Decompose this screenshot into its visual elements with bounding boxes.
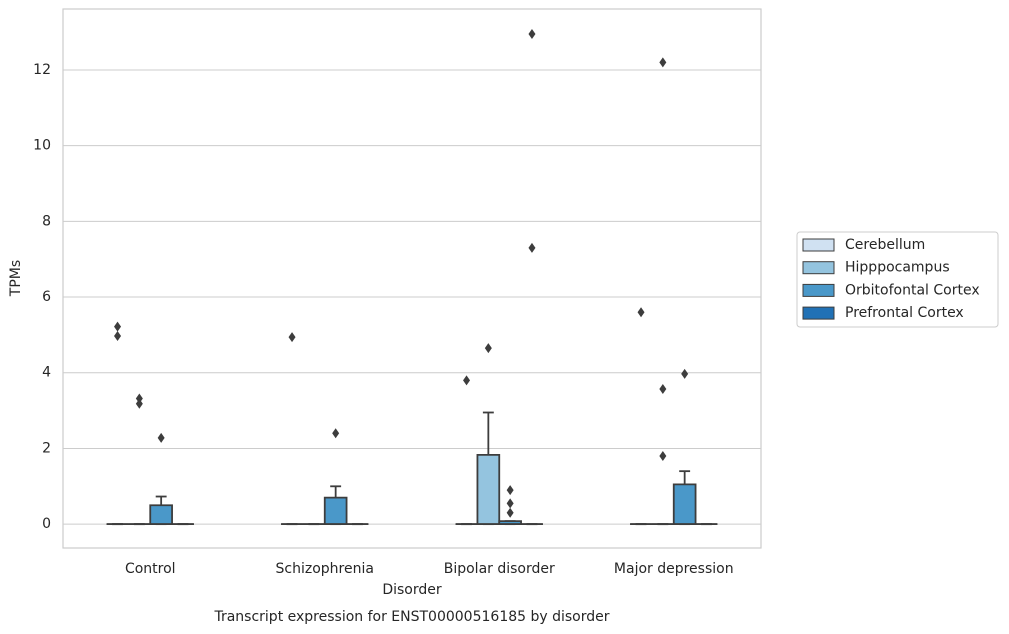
outlier bbox=[506, 507, 514, 518]
outlier bbox=[114, 321, 122, 332]
x-axis-label: Disorder bbox=[382, 582, 442, 598]
legend-swatch bbox=[802, 261, 835, 275]
y-tick-label: 10 bbox=[33, 138, 51, 154]
box bbox=[476, 453, 501, 526]
y-tick-label: 12 bbox=[33, 62, 51, 78]
x-tick-label: Control bbox=[125, 561, 176, 577]
legend-label: Prefrontal Cortex bbox=[845, 305, 964, 321]
outlier bbox=[506, 498, 514, 509]
outlier bbox=[463, 375, 471, 386]
box-group bbox=[106, 321, 129, 526]
x-tick-label: Schizophrenia bbox=[276, 561, 374, 577]
box-group bbox=[323, 428, 348, 526]
legend-swatch bbox=[802, 283, 835, 297]
box-group bbox=[149, 432, 173, 526]
box-group bbox=[630, 307, 652, 526]
box-group bbox=[521, 28, 543, 526]
legend-frame bbox=[796, 231, 999, 328]
x-tick-label: Major depression bbox=[614, 561, 734, 577]
outlier bbox=[659, 384, 667, 395]
plot-frame bbox=[62, 8, 762, 549]
outlier bbox=[659, 57, 667, 68]
box bbox=[149, 504, 173, 526]
outlier bbox=[484, 343, 492, 354]
box bbox=[323, 496, 348, 526]
legend-swatch bbox=[802, 306, 835, 320]
y-tick-label: 8 bbox=[42, 213, 51, 229]
box-group bbox=[128, 393, 151, 526]
legend-label: Cerebellum bbox=[845, 237, 925, 253]
outlier bbox=[528, 28, 536, 39]
outlier bbox=[157, 432, 165, 443]
outlier bbox=[659, 451, 667, 462]
outlier bbox=[681, 368, 689, 379]
y-tick-label: 2 bbox=[42, 440, 51, 456]
x-tick-label: Bipolar disorder bbox=[444, 561, 555, 577]
box-group bbox=[476, 343, 501, 526]
legend-swatch bbox=[802, 238, 835, 252]
outlier bbox=[135, 398, 143, 409]
box-group bbox=[498, 485, 522, 526]
box-group bbox=[651, 57, 674, 526]
y-tick-label: 4 bbox=[42, 365, 51, 381]
box bbox=[672, 483, 697, 526]
outlier bbox=[114, 331, 122, 342]
outlier bbox=[332, 428, 340, 439]
y-tick-label: 6 bbox=[42, 289, 51, 305]
legend-label: Orbitofontal Cortex bbox=[845, 282, 980, 298]
box-group bbox=[672, 368, 697, 526]
outlier bbox=[637, 307, 645, 318]
box-group bbox=[455, 375, 478, 526]
box-group bbox=[281, 332, 303, 526]
chart-title: Transcript expression for ENST0000051618… bbox=[213, 609, 609, 625]
y-axis-label: TPMs bbox=[8, 260, 24, 297]
outlier bbox=[528, 242, 536, 253]
outlier bbox=[288, 332, 296, 343]
outlier bbox=[135, 393, 143, 404]
legend-label: Hipppocampus bbox=[845, 260, 950, 276]
y-tick-label: 0 bbox=[42, 516, 51, 532]
outlier bbox=[506, 485, 514, 496]
